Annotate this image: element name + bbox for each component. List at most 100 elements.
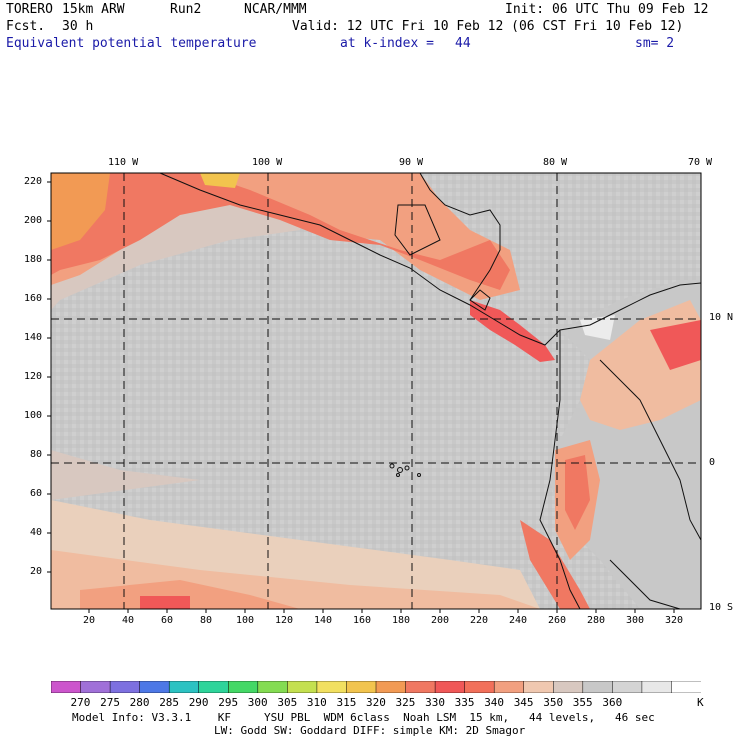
y-tick-label: 80 <box>30 449 43 460</box>
colorbar-label: 285 <box>159 696 180 709</box>
lon-label-110w: 110 W <box>108 157 139 168</box>
yellow-patch <box>200 173 240 188</box>
forecast-hours: 30 h <box>62 19 94 34</box>
lon-label-90w: 90 W <box>399 157 424 168</box>
x-tick-label: 260 <box>548 615 567 626</box>
org-label: NCAR/MMM <box>244 2 307 17</box>
colorbar-label: 275 <box>100 696 120 709</box>
x-tick-label: 180 <box>392 615 411 626</box>
colorbar-swatch <box>80 681 111 693</box>
model-info: Model Info: V3.3.1 KF YSU PBL WDM 6class… <box>72 711 655 724</box>
colorbar-swatch <box>109 681 141 693</box>
coast-red-south <box>520 520 590 609</box>
colorbar-label: 290 <box>188 696 209 709</box>
colorbar-label: 345 <box>513 696 534 709</box>
y-tick-label: 200 <box>24 215 43 226</box>
field-name: Equivalent potential temperature <box>6 36 257 51</box>
tan-zone-sw <box>51 450 200 500</box>
colorbar-label: 310 <box>306 696 327 709</box>
x-tick-label: 120 <box>275 615 294 626</box>
level-value: 44 <box>455 36 471 51</box>
colorbar-swatch <box>641 681 673 693</box>
colorbar-label: 340 <box>484 696 505 709</box>
x-tick-label: 200 <box>431 615 450 626</box>
colorbar-swatch <box>346 681 377 693</box>
axis-ticks <box>47 181 675 613</box>
colorbar-swatch <box>139 681 170 693</box>
x-tick-label: 160 <box>353 615 372 626</box>
run-label: Run2 <box>170 2 202 17</box>
lat-label-10s: 10 S <box>709 602 734 613</box>
colorbar-swatch <box>257 681 289 693</box>
colorbar-label: 320 <box>366 696 386 709</box>
colorbar-swatch <box>287 681 318 693</box>
lat-label-0: 0 <box>709 457 716 468</box>
y-tick-label: 120 <box>24 371 43 382</box>
orange-patch-nw <box>51 173 110 250</box>
white-patch <box>580 315 615 340</box>
colorbar-label: 335 <box>454 696 475 709</box>
y-tick-label: 220 <box>24 176 43 187</box>
colorbar-label: 300 <box>247 696 268 709</box>
colorbar-swatch <box>51 681 82 693</box>
colorbar-swatch <box>434 681 466 693</box>
colorbar-label: 305 <box>277 696 298 709</box>
x-tick-label: 20 <box>83 615 96 626</box>
colorbar-label: 270 <box>70 696 91 709</box>
init-time: Init: 06 UTC Thu 09 Feb 12 <box>505 2 709 17</box>
grid-lines <box>51 173 701 609</box>
colorbar-label: 355 <box>572 696 593 709</box>
colorbar-swatch <box>553 681 584 693</box>
x-tick-label: 60 <box>161 615 174 626</box>
y-tick-label: 100 <box>24 410 43 421</box>
colorbar-swatch <box>198 681 230 693</box>
colorbar-swatch <box>228 681 259 693</box>
colorbar-label: 350 <box>543 696 564 709</box>
map-frame <box>50 172 702 610</box>
colorbar-unit: K <box>697 696 704 709</box>
colorbar-swatch <box>671 681 701 693</box>
y-tick-label: 20 <box>30 566 43 577</box>
colorbar-label: 330 <box>425 696 445 709</box>
physics-info: LW: Godd SW: Goddard DIFF: simple KM: 2D… <box>214 724 526 737</box>
colorbar-swatch <box>168 681 200 693</box>
hot-zone-north <box>51 173 510 290</box>
colorbar-swatch <box>493 681 525 693</box>
colorbar-swatch <box>612 681 643 693</box>
x-tick-label: 320 <box>665 615 684 626</box>
y-tick-label: 40 <box>30 527 43 538</box>
galapagos-islands <box>389 463 421 477</box>
red-patch-east <box>650 320 701 370</box>
x-tick-label: 100 <box>236 615 255 626</box>
colorbar-swatch <box>405 681 436 693</box>
x-tick-label: 220 <box>470 615 489 626</box>
x-tick-label: 280 <box>587 615 606 626</box>
colorbar-swatches <box>51 681 701 693</box>
y-tick-label: 140 <box>24 332 43 343</box>
valid-time: Valid: 12 UTC Fri 10 Feb 12 (06 CST Fri … <box>292 19 684 34</box>
orange-zone-south <box>80 580 300 609</box>
colorbar-label: 360 <box>602 696 623 709</box>
colorbar-label: 315 <box>336 696 357 709</box>
model-name: TORERO <box>6 2 53 17</box>
lon-label-70w: 70 W <box>688 157 713 168</box>
map-figure <box>47 172 702 613</box>
y-tick-label: 160 <box>24 293 43 304</box>
colorbar-swatch <box>464 681 495 693</box>
level-label: at k-index = <box>340 36 434 51</box>
x-tick-label: 40 <box>122 615 135 626</box>
andes-hot <box>565 455 590 530</box>
colorbar-swatch <box>523 681 555 693</box>
colorbar-swatch <box>316 681 348 693</box>
colorbar <box>51 681 701 693</box>
lon-label-80w: 80 W <box>543 157 568 168</box>
x-tick-label: 240 <box>509 615 528 626</box>
lat-label-10n: 10 N <box>709 312 734 323</box>
model-resolution: 15km ARW <box>62 2 125 17</box>
lon-label-100w: 100 W <box>252 157 283 168</box>
colorbar-swatch <box>375 681 407 693</box>
colorbar-label: 295 <box>218 696 239 709</box>
x-tick-label: 80 <box>200 615 213 626</box>
red-patch-south <box>140 596 190 609</box>
